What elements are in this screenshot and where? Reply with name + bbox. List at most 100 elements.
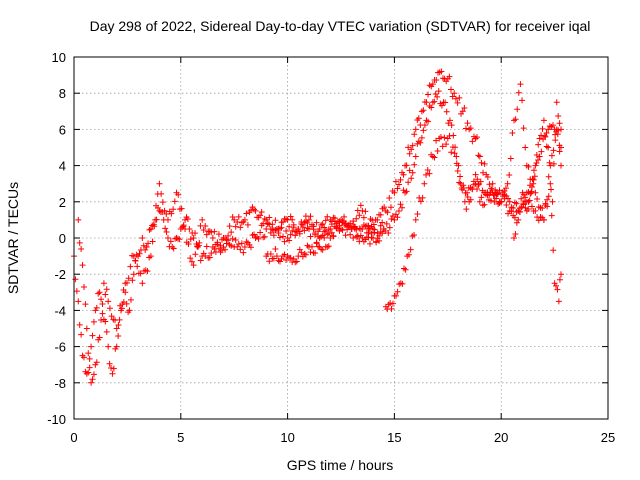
data-point-fill [272,245,279,252]
data-point-fill [555,112,562,119]
data-point-fill [539,214,546,221]
data-point-fill [158,190,165,197]
data-point-fill [304,224,311,231]
data-point-fill [129,252,136,259]
data-point-fill [238,219,245,226]
data-layer [71,68,565,386]
data-point-fill [99,310,106,317]
data-point-fill [276,234,283,241]
data-point [365,225,372,232]
data-point-fill [546,159,553,166]
data-point-fill [331,215,338,222]
data-point-fill [309,221,316,228]
data-point-fill [293,258,300,265]
series-1 [71,204,387,377]
data-point-fill [469,186,476,193]
data-point [147,225,154,232]
data-point-fill [389,213,396,220]
data-point-fill [322,217,329,224]
data-point-fill [382,228,389,235]
data-point-fill [464,120,471,127]
data-point [130,271,137,278]
data-point-fill [178,205,185,212]
data-point-fill [243,238,250,245]
data-point-fill [520,191,527,198]
data-point-fill [106,360,113,367]
data-point-fill [548,152,555,159]
data-point-fill [354,207,361,214]
data-point-fill [269,226,276,233]
data-point-fill [203,243,210,250]
data-point-fill [301,250,308,257]
data-point-fill [129,277,136,284]
data-point-fill [229,214,236,221]
data-point-fill [385,301,392,308]
data-point-fill [280,218,287,225]
data-point-fill [371,226,378,233]
data-point-fill [496,187,503,194]
data-point-fill [544,203,551,210]
data-point-fill [85,369,92,376]
data-point-fill [425,91,432,98]
y-tick-label: -2 [54,267,66,282]
data-point-fill [552,137,559,144]
data-point-fill [478,194,485,201]
data-point-fill [170,206,177,213]
data-point-fill [395,208,402,215]
data-point-fill [89,332,96,339]
data-point-fill [153,216,160,223]
data-point [517,81,524,88]
data-point [476,153,483,160]
data-point-fill [441,134,448,141]
data-point-fill [315,228,322,235]
data-point-fill [544,196,551,203]
data-point-fill [251,231,258,238]
y-tick-label: 4 [59,159,66,174]
data-point-fill [469,138,476,145]
data-point-fill [411,131,418,138]
data-point-fill [394,288,401,295]
data-point-fill [159,199,166,206]
data-point-fill [409,169,416,176]
data-point-fill [453,160,460,167]
data-point [194,244,201,251]
data-point-fill [234,243,241,250]
data-point-fill [487,197,494,204]
data-point-fill [423,171,430,178]
data-point-fill [140,242,147,249]
data-point-fill [526,197,533,204]
data-point-fill [310,226,317,233]
data-point-fill [237,224,244,231]
data-point-fill [388,215,395,222]
data-point-fill [206,254,213,261]
data-point-fill [543,143,550,150]
data-point-fill [304,219,311,226]
data-point-fill [419,194,426,201]
data-point-fill [525,206,532,213]
data-point-fill [443,78,450,85]
data-point-fill [258,209,265,216]
y-axis-label: SDTVAR / TECUs [5,182,21,294]
data-point-fill [247,244,254,251]
data-point-fill [240,249,247,256]
data-point [421,180,428,187]
data-point-fill [428,151,435,158]
data-point-fill [281,238,288,245]
data-point-fill [530,208,537,215]
data-point-fill [321,234,328,241]
data-point-fill [247,207,254,214]
data-point-fill [86,364,93,371]
data-point-fill [520,201,527,208]
data-point-fill [341,221,348,228]
data-point-fill [538,148,545,155]
data-point-fill [379,230,386,237]
data-point [545,126,552,133]
data-point-fill [120,287,127,294]
data-point [113,325,120,332]
data-point [88,343,95,350]
data-point-fill [127,263,134,270]
data-point-fill [240,218,247,225]
data-point-fill [133,251,140,258]
data-point-fill [552,131,559,138]
data-point-fill [458,110,465,117]
